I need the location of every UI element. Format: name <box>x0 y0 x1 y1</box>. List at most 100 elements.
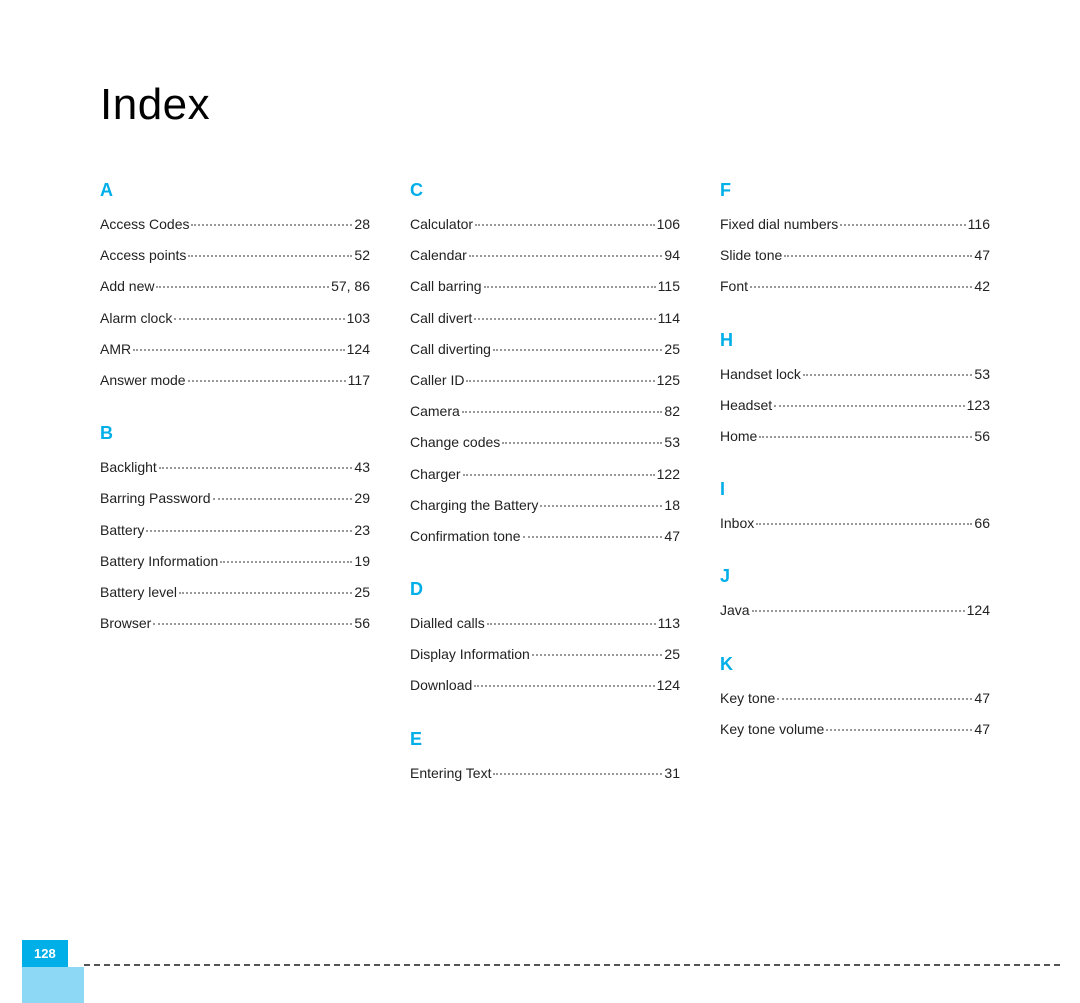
entry-term: Calendar <box>410 246 467 264</box>
entry-term: Browser <box>100 614 151 632</box>
entry-pages: 56 <box>974 427 990 445</box>
entry-dots <box>191 224 352 226</box>
entry-pages: 25 <box>354 583 370 601</box>
entry-dots <box>188 380 346 382</box>
index-entry: Handset lock53 <box>720 365 990 383</box>
index-page: Index A Access Codes 28 Access points 52 Add … <box>0 0 1080 1003</box>
entry-term: Home <box>720 427 757 445</box>
entry-term: Confirmation tone <box>410 527 521 545</box>
entry-dots <box>484 286 656 288</box>
page-number-accent <box>22 967 84 1003</box>
index-entry: Browser56 <box>100 614 370 632</box>
index-entry: Charging the Battery18 <box>410 496 680 514</box>
entry-pages: 47 <box>974 246 990 264</box>
index-entry: Access Codes 28 <box>100 215 370 233</box>
entry-dots <box>540 505 662 507</box>
entry-pages: 47 <box>974 720 990 738</box>
index-entry: Change codes53 <box>410 433 680 451</box>
index-entry: Home 56 <box>720 427 990 445</box>
section-letter: J <box>720 566 990 587</box>
entry-dots <box>174 318 344 320</box>
entry-dots <box>493 773 662 775</box>
entry-dots <box>188 255 352 257</box>
page-title: Index <box>100 80 990 130</box>
entry-term: Change codes <box>410 433 500 451</box>
entry-dots <box>179 592 352 594</box>
entry-term: Fixed dial numbers <box>720 215 838 233</box>
entry-term: Call barring <box>410 277 482 295</box>
index-entry: Display Information25 <box>410 645 680 663</box>
entry-dots <box>756 523 972 525</box>
index-section: J Java124 <box>720 566 990 619</box>
index-section: A Access Codes 28 Access points 52 Add new 57,… <box>100 180 370 389</box>
index-entry: Call divert114 <box>410 309 680 327</box>
index-section: FFixed dial numbers116Slide tone47Font42 <box>720 180 990 296</box>
entry-term: Access points <box>100 246 186 264</box>
entry-dots <box>532 654 663 656</box>
index-section: DDialled calls113Display Information25Do… <box>410 579 680 695</box>
entry-dots <box>523 536 663 538</box>
index-entry: Fixed dial numbers 116 <box>720 215 990 233</box>
entry-term: Access Codes <box>100 215 189 233</box>
entry-pages: 124 <box>967 601 990 619</box>
section-letter: A <box>100 180 370 201</box>
entry-pages: 52 <box>354 246 370 264</box>
entry-pages: 18 <box>664 496 680 514</box>
index-entry: Inbox66 <box>720 514 990 532</box>
entry-pages: 19 <box>354 552 370 570</box>
section-letter: H <box>720 330 990 351</box>
entry-dots <box>475 224 655 226</box>
entry-pages: 23 <box>354 521 370 539</box>
entry-dots <box>803 374 972 376</box>
entry-dots <box>752 610 965 612</box>
entry-term: Battery level <box>100 583 177 601</box>
index-section: CCalculator106Calendar94Call barring115C… <box>410 180 680 545</box>
entry-pages: 122 <box>657 465 680 483</box>
entry-pages: 28 <box>354 215 370 233</box>
entry-pages: 25 <box>664 340 680 358</box>
entry-dots <box>213 498 353 500</box>
entry-term: Call divert <box>410 309 472 327</box>
entry-term: Key tone volume <box>720 720 824 738</box>
entry-pages: 42 <box>974 277 990 295</box>
index-entry: Call diverting 25 <box>410 340 680 358</box>
index-entry: Call barring 115 <box>410 277 680 295</box>
page-number: 128 <box>22 940 68 967</box>
index-entry: Entering Text31 <box>410 764 680 782</box>
index-entry: Add new 57, 86 <box>100 277 370 295</box>
section-letter: I <box>720 479 990 500</box>
entry-term: Call diverting <box>410 340 491 358</box>
entry-term: Display Information <box>410 645 530 663</box>
entry-pages: 115 <box>658 277 680 295</box>
index-entry: Java124 <box>720 601 990 619</box>
entry-term: Handset lock <box>720 365 801 383</box>
index-entry: Confirmation tone 47 <box>410 527 680 545</box>
index-entry: Answer mode117 <box>100 371 370 389</box>
index-entry: Download124 <box>410 676 680 694</box>
entry-dots <box>487 623 656 625</box>
entry-dots <box>156 286 329 288</box>
entry-term: Add new <box>100 277 154 295</box>
index-entry: Battery23 <box>100 521 370 539</box>
entry-pages: 47 <box>664 527 680 545</box>
entry-dots <box>463 474 655 476</box>
entry-pages: 113 <box>658 614 680 632</box>
index-columns: A Access Codes 28 Access points 52 Add new 57,… <box>100 180 990 795</box>
entry-pages: 124 <box>657 676 680 694</box>
index-section: HHandset lock53Headset123Home56 <box>720 330 990 446</box>
index-entry: Charger122 <box>410 465 680 483</box>
footer-divider <box>84 964 1060 966</box>
entry-dots <box>777 698 972 700</box>
entry-pages: 116 <box>968 215 990 233</box>
entry-pages: 57, 86 <box>331 277 370 295</box>
entry-term: Entering Text <box>410 764 491 782</box>
index-section: BBacklight43Barring Password29Battery23B… <box>100 423 370 632</box>
section-letter: C <box>410 180 680 201</box>
index-entry: Camera82 <box>410 402 680 420</box>
index-entry: Alarm clock103 <box>100 309 370 327</box>
entry-dots <box>133 349 345 351</box>
index-section: EEntering Text31 <box>410 729 680 782</box>
entry-term: Battery Information <box>100 552 218 570</box>
index-entry: Dialled calls113 <box>410 614 680 632</box>
section-letter: B <box>100 423 370 444</box>
